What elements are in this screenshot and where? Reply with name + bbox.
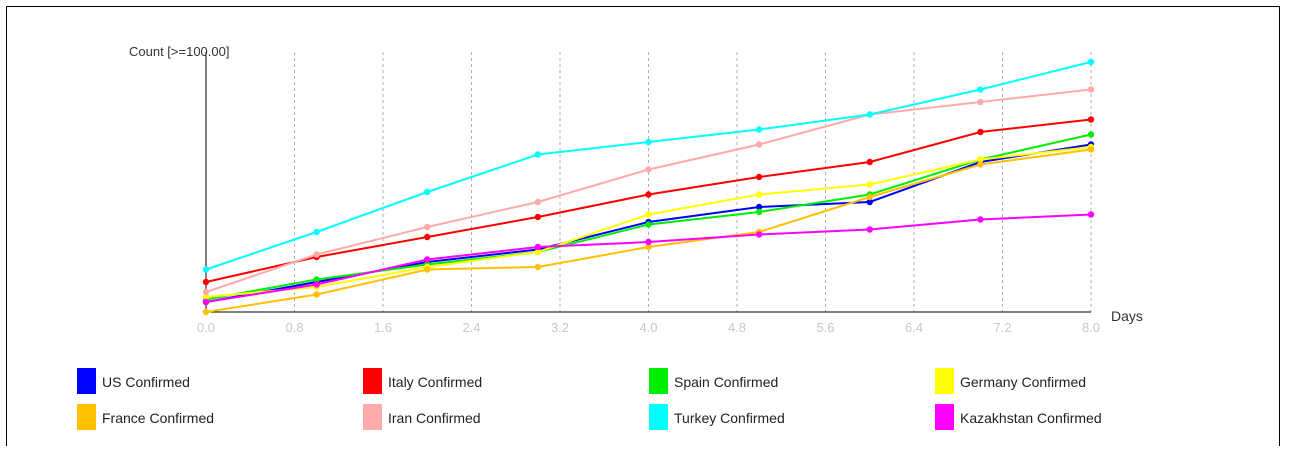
- data-point: [313, 281, 320, 288]
- data-point: [1087, 116, 1095, 123]
- legend-swatch: [77, 368, 96, 394]
- data-point: [866, 181, 873, 188]
- legend-swatch: [649, 404, 668, 430]
- data-point: [313, 276, 320, 283]
- data-point: [424, 266, 431, 273]
- data-point: [755, 126, 763, 133]
- legend-label: Italy Confirmed: [388, 374, 482, 390]
- data-point: [534, 263, 542, 271]
- data-point: [424, 256, 431, 263]
- legend-item: Iran Confirmed: [363, 404, 481, 430]
- data-point: [755, 208, 763, 216]
- series-lines: [202, 58, 1095, 316]
- x-axis-label: Days: [1111, 308, 1143, 324]
- data-point: [977, 156, 984, 163]
- data-point: [866, 111, 873, 118]
- data-point: [313, 291, 320, 298]
- data-point: [755, 231, 763, 238]
- data-point: [202, 293, 210, 301]
- line-chart: Count [>=100.00] Days 0.0 0.8 1.6 2.4 3.2 4.0…: [77, 44, 1143, 430]
- data-point: [755, 141, 763, 148]
- legend-label: Germany Confirmed: [960, 374, 1086, 390]
- data-point: [534, 248, 542, 256]
- legend-item: US Confirmed: [77, 368, 190, 394]
- data-point: [977, 86, 984, 93]
- data-point: [534, 213, 542, 221]
- legend-label: US Confirmed: [102, 374, 190, 390]
- x-tick-label: 0.0: [197, 320, 215, 335]
- series-italy-confirmed: [202, 116, 1095, 286]
- data-point: [977, 128, 984, 136]
- data-point: [202, 308, 210, 316]
- legend-item: France Confirmed: [77, 404, 214, 430]
- data-point: [202, 298, 210, 306]
- data-point: [1087, 211, 1095, 218]
- legend-swatch: [935, 368, 954, 394]
- data-point: [645, 166, 652, 173]
- legend-swatch: [649, 368, 668, 394]
- legend-item: Turkey Confirmed: [649, 404, 785, 430]
- legend-swatch: [77, 404, 96, 430]
- legend-item: Germany Confirmed: [935, 368, 1086, 394]
- legend-label: Turkey Confirmed: [674, 410, 785, 426]
- data-point: [645, 211, 652, 218]
- x-tick-label: 3.2: [551, 320, 569, 335]
- data-point: [755, 173, 763, 181]
- data-point: [866, 226, 873, 233]
- data-point: [424, 233, 431, 241]
- data-point: [534, 198, 542, 206]
- x-tick-label: 4.8: [728, 320, 746, 335]
- legend-label: Kazakhstan Confirmed: [960, 410, 1102, 426]
- data-point: [645, 138, 652, 146]
- legend-label: France Confirmed: [102, 410, 214, 426]
- data-point: [866, 198, 873, 206]
- x-tick-label: 8.0: [1082, 320, 1100, 335]
- legend-item: Kazakhstan Confirmed: [935, 404, 1102, 430]
- x-tick-label: 0.8: [285, 320, 303, 335]
- x-tick-labels: 0.0 0.8 1.6 2.4 3.2 4.0 4.8 5.6 6.4 7.2 8.0: [197, 320, 1100, 335]
- data-point: [977, 98, 984, 106]
- x-tick-label: 6.4: [905, 320, 923, 335]
- data-point: [534, 151, 542, 158]
- x-tick-label: 5.6: [816, 320, 834, 335]
- data-point: [1087, 146, 1095, 153]
- x-tick-label: 7.2: [993, 320, 1011, 335]
- data-point: [1087, 58, 1095, 66]
- data-point: [313, 228, 320, 236]
- series-kazakhstan-confirmed: [202, 211, 1095, 306]
- data-point: [313, 251, 320, 258]
- chart-frame: Count [>=100.00] Days 0.0 0.8 1.6 2.4 3.2 4.0…: [6, 6, 1280, 446]
- series-turkey-confirmed: [202, 58, 1095, 273]
- legend-swatch: [935, 404, 954, 430]
- legend-item: Italy Confirmed: [363, 368, 482, 394]
- data-point: [424, 223, 431, 231]
- data-point: [424, 188, 431, 196]
- y-axis-label: Count [>=100.00]: [129, 44, 229, 59]
- data-point: [645, 221, 652, 228]
- legend-swatch: [363, 368, 382, 394]
- data-point: [866, 158, 873, 166]
- data-point: [202, 288, 210, 296]
- legend-label: Spain Confirmed: [674, 374, 778, 390]
- legend-swatch: [363, 404, 382, 430]
- data-point: [755, 203, 763, 211]
- data-point: [1087, 131, 1095, 138]
- data-point: [645, 238, 652, 246]
- data-point: [866, 193, 873, 201]
- data-point: [534, 243, 542, 251]
- x-tick-label: 1.6: [374, 320, 392, 335]
- legend: US Confirmed Italy Confirmed Spain Confirm…: [77, 368, 1102, 430]
- data-point: [202, 266, 210, 273]
- data-point: [1087, 86, 1095, 93]
- x-tick-label: 2.4: [462, 320, 480, 335]
- data-point: [202, 278, 210, 286]
- data-point: [977, 161, 984, 168]
- data-point: [755, 191, 763, 198]
- legend-label: Iran Confirmed: [388, 410, 481, 426]
- x-tick-label: 4.0: [639, 320, 657, 335]
- data-point: [977, 216, 984, 223]
- data-point: [645, 243, 652, 251]
- data-point: [645, 191, 652, 198]
- legend-item: Spain Confirmed: [649, 368, 778, 394]
